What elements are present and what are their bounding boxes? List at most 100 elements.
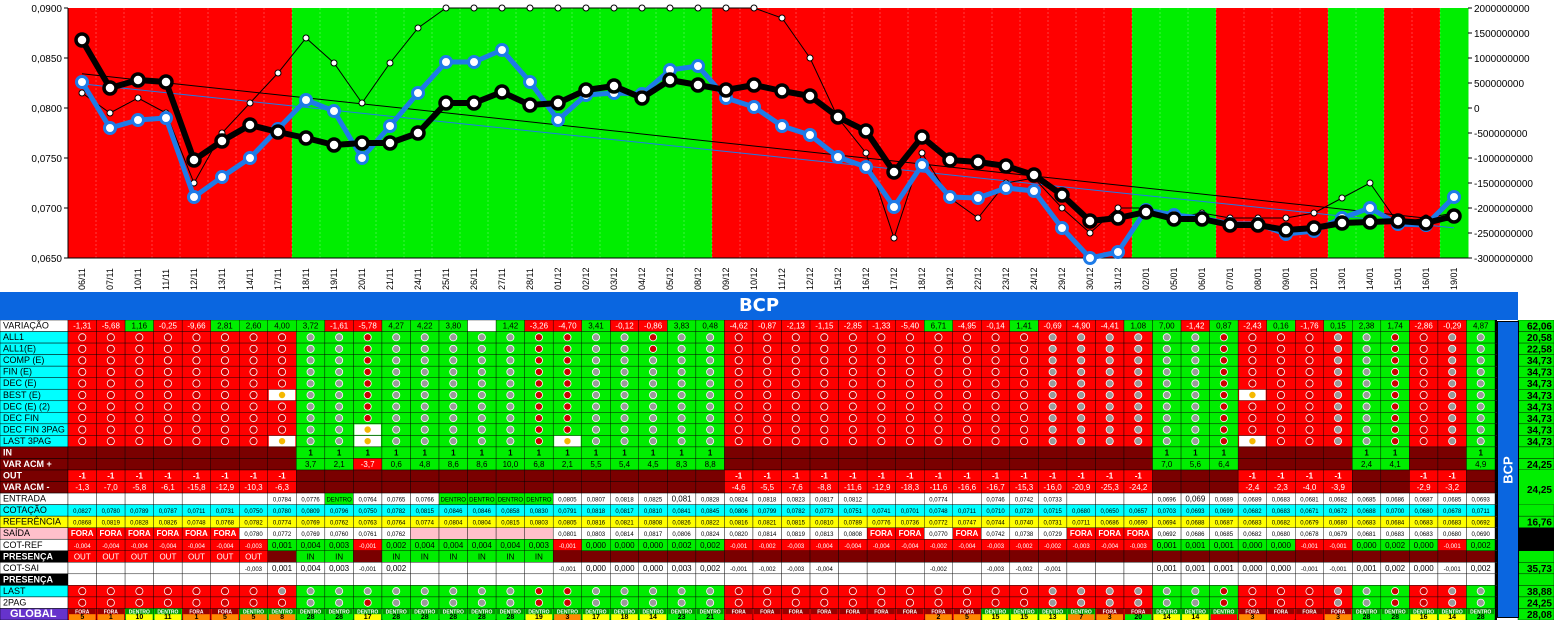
grid-cell xyxy=(1066,446,1096,459)
cell-value: -1,3 xyxy=(75,483,89,492)
row-total: 38,88 xyxy=(1527,587,1552,598)
cell-value: 0,0744 xyxy=(986,521,1005,527)
signal-dot xyxy=(477,402,486,411)
grid-cell xyxy=(866,550,896,563)
signal-dot xyxy=(477,437,486,446)
signal-dot xyxy=(78,356,87,365)
cell-value: 1 xyxy=(708,448,713,457)
signal-dot xyxy=(192,344,201,353)
signal-dot xyxy=(163,367,172,376)
signal-dot xyxy=(363,402,372,411)
signal-dot xyxy=(905,402,914,411)
grid-cell xyxy=(239,446,268,459)
grid-cell xyxy=(1380,573,1410,586)
series-quote-point xyxy=(1027,184,1041,198)
global-tag-bg xyxy=(354,608,381,615)
cell-value: 0,48 xyxy=(702,322,718,331)
cell-value: -5,5 xyxy=(760,483,774,492)
series-volume-point xyxy=(302,34,310,42)
global-tag: FORA xyxy=(789,609,804,615)
signal-dot xyxy=(249,367,258,376)
grid-cell xyxy=(1237,446,1267,459)
global-value-bg xyxy=(297,614,324,620)
global-value: 17 xyxy=(592,614,600,620)
grid-cell xyxy=(924,573,953,586)
signal-dot xyxy=(1219,344,1228,353)
grid-cell xyxy=(781,550,811,563)
signal-dot xyxy=(106,587,115,596)
global-value-bg xyxy=(811,614,838,620)
signal-dot xyxy=(734,437,743,446)
signal-dot xyxy=(1391,367,1400,376)
grid-cell xyxy=(1380,469,1410,482)
series-reference-point xyxy=(270,124,286,140)
signal-dot xyxy=(1134,414,1143,423)
signal-dot xyxy=(1391,356,1400,365)
cell-value: 0,0807 xyxy=(587,498,606,504)
cell-value: 0,0685 xyxy=(1215,532,1234,538)
grid-cell xyxy=(695,469,725,482)
cell-value: -1 xyxy=(1306,472,1314,481)
cell-value: -1 xyxy=(849,472,857,481)
global-tag-bg xyxy=(468,608,496,615)
signal-dot xyxy=(1162,367,1171,376)
cell-value: -0,004 xyxy=(159,544,177,550)
signal-dot xyxy=(1134,379,1143,388)
cell-value: 0,0693 xyxy=(1186,509,1205,515)
global-tag-bg xyxy=(1239,608,1266,615)
signal-dot xyxy=(1248,344,1257,353)
signal-dot xyxy=(1334,344,1343,353)
band-20/11 xyxy=(348,8,377,258)
global-value-bg xyxy=(1381,614,1409,620)
left-tick-label: 0,0800 xyxy=(31,104,62,115)
cell-value: 0,0818 xyxy=(758,498,777,504)
date-label: 16/01 xyxy=(1421,267,1431,290)
signal-dot xyxy=(306,587,315,596)
signal-dot xyxy=(477,391,486,400)
signal-dot xyxy=(363,587,372,596)
signal-dot xyxy=(1020,356,1029,365)
grid-cell xyxy=(1066,458,1096,471)
signal-dot xyxy=(620,402,629,411)
global-tag: DENTRO xyxy=(1042,609,1063,615)
cell-value: 0,0682 xyxy=(1272,521,1291,527)
signal-dot xyxy=(677,587,686,596)
cell-value: -0,003 xyxy=(1073,544,1091,550)
cell-value: 0,0682 xyxy=(1243,532,1262,538)
signal-dot xyxy=(1276,587,1285,596)
cell-value: 0,0694 xyxy=(1158,521,1177,527)
row-label: COT-REF xyxy=(3,540,43,550)
signal-dot xyxy=(420,587,429,596)
col-gap xyxy=(1495,400,1497,413)
signal-dot xyxy=(677,425,686,434)
row-total: 24,25 xyxy=(1527,460,1552,471)
signal-dot xyxy=(1391,414,1400,423)
grid-cell xyxy=(667,469,697,482)
row-label: ENTRADA xyxy=(3,494,46,504)
cell-value: 0,0818 xyxy=(615,498,634,504)
global-tag-bg xyxy=(896,608,924,615)
signal-dot xyxy=(1162,414,1171,423)
global-tag-bg xyxy=(1438,608,1466,615)
signal-dot xyxy=(192,356,201,365)
signal-dot xyxy=(420,333,429,342)
cell-value: 0,004 xyxy=(500,541,521,550)
signal-dot xyxy=(1334,391,1343,400)
grid-cell xyxy=(895,573,925,586)
grid-cell xyxy=(67,562,97,575)
cell-value: -0,002 xyxy=(759,544,777,550)
cell-value: 0,0720 xyxy=(1015,509,1034,515)
signal-dot xyxy=(278,402,287,411)
global-tag-bg xyxy=(1267,608,1295,615)
date-label: 18/12 xyxy=(917,267,927,290)
series-volume-point xyxy=(806,54,814,62)
signal-dot xyxy=(934,333,943,342)
signal-dot xyxy=(477,344,486,353)
grid-cell xyxy=(1380,481,1410,494)
global-value-bg xyxy=(696,614,724,620)
global-tag-bg xyxy=(183,608,210,615)
signal-dot xyxy=(335,598,344,607)
cell-value: 0,0672 xyxy=(1329,509,1348,515)
band-24/12 xyxy=(1020,8,1049,258)
cell-value: -3,7 xyxy=(361,460,375,469)
